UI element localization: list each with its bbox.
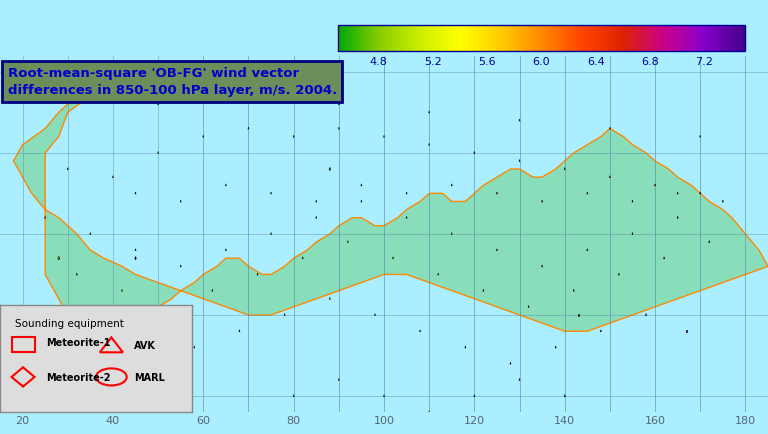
Polygon shape (573, 289, 574, 292)
Polygon shape (587, 192, 588, 194)
Polygon shape (609, 128, 611, 130)
Polygon shape (338, 378, 339, 381)
Polygon shape (555, 346, 556, 348)
Polygon shape (429, 112, 430, 114)
Polygon shape (58, 330, 59, 332)
Polygon shape (338, 128, 339, 130)
Polygon shape (135, 257, 136, 260)
Polygon shape (541, 201, 543, 203)
Polygon shape (587, 249, 588, 251)
Polygon shape (180, 201, 181, 203)
Polygon shape (194, 346, 195, 348)
Polygon shape (157, 103, 159, 105)
Polygon shape (564, 168, 565, 170)
Polygon shape (248, 95, 249, 98)
Polygon shape (609, 176, 611, 178)
Polygon shape (383, 136, 385, 138)
Polygon shape (383, 395, 385, 397)
Polygon shape (270, 192, 272, 194)
Polygon shape (76, 273, 78, 276)
Polygon shape (392, 257, 393, 259)
Polygon shape (302, 257, 303, 259)
Polygon shape (14, 65, 768, 339)
Polygon shape (347, 241, 349, 243)
Text: Root-mean-square 'OB-FG' wind vector
differences in 850-100 hPa layer, m/s. 2004: Root-mean-square 'OB-FG' wind vector dif… (8, 67, 337, 97)
Polygon shape (203, 136, 204, 138)
Bar (578, 314, 579, 316)
Polygon shape (22, 314, 23, 316)
Polygon shape (157, 152, 159, 154)
Polygon shape (419, 330, 421, 332)
Polygon shape (112, 176, 114, 178)
Polygon shape (135, 192, 136, 194)
Polygon shape (293, 136, 294, 138)
Polygon shape (429, 411, 430, 413)
Polygon shape (338, 103, 339, 105)
Polygon shape (519, 120, 520, 122)
Polygon shape (406, 217, 407, 219)
Polygon shape (496, 192, 498, 194)
Polygon shape (632, 201, 633, 203)
Polygon shape (519, 160, 520, 162)
Polygon shape (483, 289, 484, 292)
Polygon shape (722, 201, 723, 203)
Polygon shape (90, 233, 91, 235)
Polygon shape (618, 273, 620, 276)
Polygon shape (474, 152, 475, 154)
Polygon shape (293, 395, 294, 397)
Polygon shape (361, 201, 362, 203)
Polygon shape (284, 314, 285, 316)
Polygon shape (225, 184, 227, 187)
Polygon shape (148, 362, 150, 365)
Polygon shape (248, 128, 249, 130)
Polygon shape (519, 378, 520, 381)
Polygon shape (45, 217, 46, 219)
Polygon shape (438, 273, 439, 276)
Circle shape (58, 257, 60, 260)
Polygon shape (528, 306, 529, 308)
Polygon shape (406, 192, 407, 194)
Polygon shape (474, 395, 475, 397)
Polygon shape (212, 289, 213, 292)
Polygon shape (329, 168, 330, 171)
Polygon shape (677, 217, 678, 219)
Polygon shape (465, 346, 466, 348)
Polygon shape (239, 330, 240, 332)
Polygon shape (541, 265, 543, 267)
Polygon shape (510, 362, 511, 365)
Polygon shape (632, 233, 633, 235)
Polygon shape (496, 249, 498, 251)
Bar (686, 330, 687, 332)
Polygon shape (121, 289, 123, 292)
Polygon shape (135, 249, 136, 251)
Polygon shape (180, 265, 181, 267)
Polygon shape (564, 395, 565, 397)
Polygon shape (709, 241, 710, 243)
Polygon shape (257, 273, 258, 276)
Polygon shape (329, 298, 330, 299)
Polygon shape (654, 184, 656, 187)
Polygon shape (270, 233, 272, 235)
Polygon shape (429, 144, 430, 146)
Polygon shape (361, 184, 362, 187)
Polygon shape (375, 314, 376, 316)
Polygon shape (677, 192, 678, 194)
Polygon shape (645, 314, 647, 316)
Polygon shape (225, 249, 227, 251)
